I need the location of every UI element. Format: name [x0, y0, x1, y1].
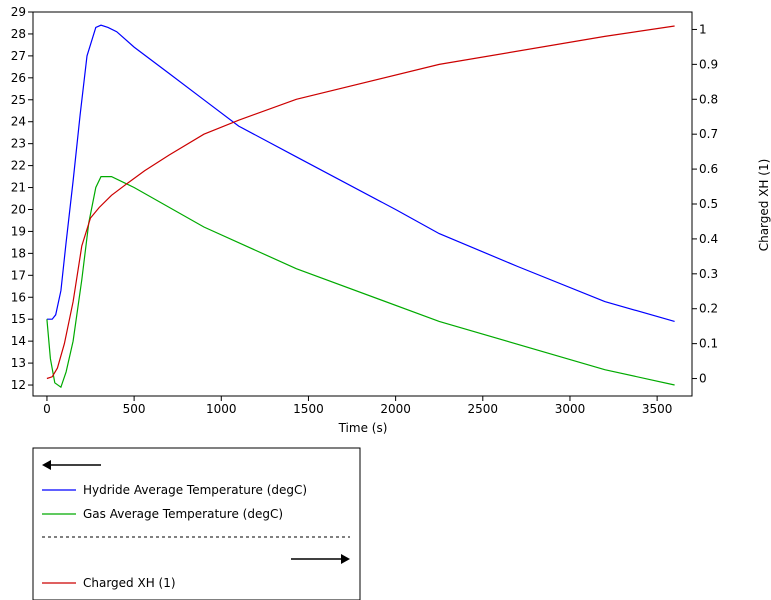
x-tick-label: 0 [43, 402, 51, 416]
y-right-tick-label: 0.9 [699, 57, 718, 71]
y-left-tick-label: 18 [11, 246, 26, 260]
y-left-tick-label: 29 [11, 5, 26, 19]
axis-layer: 0 500 1000 1500 2000 2500 3000 3500 12 13 14 15 16 17… [11, 5, 718, 416]
legend-label-hydride: Hydride Average Temperature (degC) [83, 483, 307, 497]
series-layer [46, 24, 675, 389]
y-left-tick-label: 20 [11, 202, 26, 216]
y-left-tick-label: 28 [11, 27, 26, 41]
y-left-tick-label: 27 [11, 49, 26, 63]
y-right-tick-label: 0 [699, 372, 707, 386]
y-left-tick-label: 17 [11, 268, 26, 282]
legend-right-axis-arrow [291, 554, 350, 564]
x-tick-label: 2000 [380, 402, 411, 416]
legend-left-axis-arrow [42, 460, 101, 470]
right-axis-title: Charged XH (1) [757, 159, 771, 252]
legend-label-charged: Charged XH (1) [83, 576, 176, 590]
y-right-tick-label: 0.8 [699, 92, 718, 106]
y-left-tick-label: 21 [11, 181, 26, 195]
y-right-tick-label: 0.7 [699, 127, 718, 141]
x-tick-label: 3000 [555, 402, 586, 416]
y-left-tick-label: 26 [11, 71, 26, 85]
y-left-tick-label: 15 [11, 312, 26, 326]
series-line-hydride [46, 24, 675, 322]
y-right-tick-label: 0.6 [699, 162, 718, 176]
x-tick-label: 2500 [468, 402, 499, 416]
y-left-tick-label: 12 [11, 378, 26, 392]
y-right-tick-label: 0.1 [699, 337, 718, 351]
y-left-tick-label: 23 [11, 137, 26, 151]
legend-box [32, 447, 361, 600]
y-left-tick-label: 14 [11, 334, 26, 348]
y-right-tick-label: 0.2 [699, 302, 718, 316]
x-tick-label: 1500 [293, 402, 324, 416]
y-left-tick-label: 25 [11, 93, 26, 107]
series-line-charged [46, 25, 675, 380]
y-right-tick-label: 1 [699, 22, 707, 36]
y-right-tick-label: 0.5 [699, 197, 718, 211]
y-left-tick-label: 22 [11, 159, 26, 173]
y-right-tick-label: 0.4 [699, 232, 718, 246]
series-line-gas [46, 176, 675, 389]
legend: Hydride Average Temperature (degC) Gas A… [32, 447, 361, 600]
y-left-tick-label: 13 [11, 356, 26, 370]
x-tick-label: 500 [123, 402, 146, 416]
legend-label-gas: Gas Average Temperature (degC) [83, 507, 283, 521]
x-tick-label: 3500 [642, 402, 673, 416]
x-tick-label: 1000 [206, 402, 237, 416]
y-left-tick-label: 24 [11, 115, 26, 129]
y-left-tick-label: 19 [11, 224, 26, 238]
y-right-tick-label: 0.3 [699, 267, 718, 281]
y-left-tick-label: 16 [11, 290, 26, 304]
plot-frame [32, 11, 693, 397]
x-axis-title: Time (s) [338, 421, 388, 435]
